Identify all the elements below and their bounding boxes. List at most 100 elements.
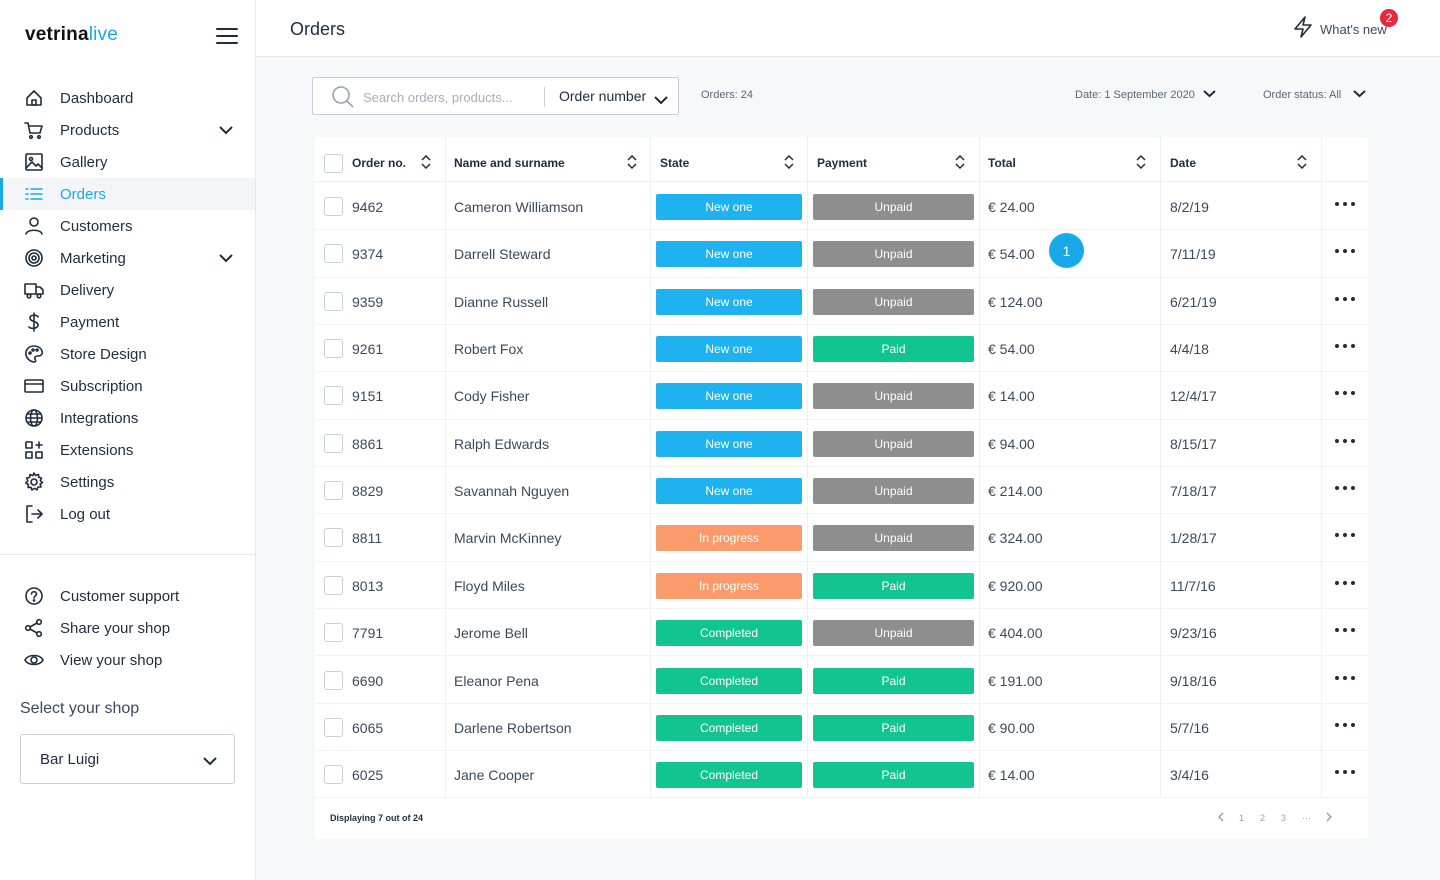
sort-icon[interactable] bbox=[955, 154, 965, 170]
sidebar-item-gallery[interactable]: Gallery bbox=[0, 146, 255, 178]
sidebar-item-subscription[interactable]: Subscription bbox=[0, 370, 255, 402]
shop-select[interactable]: Bar Luigi bbox=[20, 734, 235, 784]
table-row[interactable]: 8811 Marvin McKinney € 324.00 1/28/17 In pro… bbox=[315, 514, 1368, 562]
sidebar-item-store-design[interactable]: Store Design bbox=[0, 338, 255, 370]
order-total: € 404.00 bbox=[988, 625, 1043, 642]
row-checkbox[interactable] bbox=[324, 765, 343, 785]
sidebar-item-delivery[interactable]: Delivery bbox=[0, 274, 255, 306]
column-header-order-no[interactable]: Order no. bbox=[352, 156, 407, 170]
sidebar-item-extensions[interactable]: Extensions bbox=[0, 434, 255, 466]
row-checkbox[interactable] bbox=[324, 623, 343, 643]
column-divider bbox=[650, 137, 651, 798]
sidebar-item-settings[interactable]: Settings bbox=[0, 466, 255, 498]
table-row[interactable]: 6690 Eleanor Pena € 191.00 9/18/16 Completed… bbox=[315, 657, 1368, 704]
table-row[interactable]: 8013 Floyd Miles € 920.00 11/7/16 In progres… bbox=[315, 562, 1368, 610]
sidebar-item-customer-support[interactable]: Customer support bbox=[0, 580, 255, 612]
sidebar-item-share-your-shop[interactable]: Share your shop bbox=[0, 612, 255, 644]
table-row[interactable]: 9151 Cody Fisher € 14.00 12/4/17 New one Unpa… bbox=[315, 372, 1368, 420]
column-header-payment[interactable]: Payment bbox=[817, 156, 868, 170]
table-row[interactable]: 8861 Ralph Edwards € 94.00 8/15/17 New one Un… bbox=[315, 420, 1368, 468]
sidebar-item-products[interactable]: Products bbox=[0, 114, 255, 146]
sidebar-item-marketing[interactable]: Marketing bbox=[0, 242, 255, 274]
row-checkbox[interactable] bbox=[324, 528, 343, 548]
chevron-down-icon[interactable] bbox=[218, 123, 234, 137]
orders-count: Orders: 24 bbox=[701, 89, 753, 101]
row-checkbox[interactable] bbox=[324, 670, 343, 690]
more-options-icon[interactable] bbox=[1335, 624, 1355, 636]
column-header-state[interactable]: State bbox=[660, 156, 690, 170]
order-number: 9374 bbox=[352, 246, 384, 263]
more-options-icon[interactable] bbox=[1335, 719, 1355, 731]
order-total: € 124.00 bbox=[988, 293, 1043, 310]
page-2-link[interactable]: 2 bbox=[1260, 813, 1266, 823]
status-filter-label: Order status: All bbox=[1263, 89, 1342, 101]
home-icon bbox=[24, 88, 44, 108]
table-row[interactable]: 7791 Jerome Bell € 404.00 9/23/16 Completed U… bbox=[315, 609, 1368, 657]
chevron-down-icon[interactable] bbox=[654, 92, 668, 110]
chevron-down-icon[interactable] bbox=[218, 251, 234, 265]
date-filter-label: Date: 1 September 2020 bbox=[1075, 89, 1195, 101]
row-checkbox[interactable] bbox=[324, 481, 343, 501]
row-checkbox[interactable] bbox=[324, 339, 343, 359]
row-checkbox[interactable] bbox=[324, 433, 343, 453]
sidebar-item-orders[interactable]: Orders bbox=[0, 178, 255, 210]
sort-icon[interactable] bbox=[1297, 154, 1307, 170]
sidebar-item-payment[interactable]: Payment bbox=[0, 306, 255, 338]
more-options-icon[interactable] bbox=[1335, 387, 1355, 399]
table-row[interactable]: 9359 Dianne Russell € 124.00 6/21/19 New one… bbox=[315, 278, 1368, 325]
more-options-icon[interactable] bbox=[1335, 198, 1355, 210]
sort-icon[interactable] bbox=[627, 154, 637, 170]
more-options-icon[interactable] bbox=[1335, 482, 1355, 494]
more-options-icon[interactable] bbox=[1335, 577, 1355, 589]
more-options-icon[interactable] bbox=[1335, 766, 1355, 778]
row-checkbox[interactable] bbox=[324, 244, 343, 264]
table-row[interactable]: 9462 Cameron Williamson € 24.00 8/2/19 New o… bbox=[315, 183, 1368, 231]
row-checkbox[interactable] bbox=[324, 575, 343, 595]
more-options-icon[interactable] bbox=[1335, 293, 1355, 305]
more-options-icon[interactable] bbox=[1335, 435, 1355, 447]
more-options-icon[interactable] bbox=[1335, 245, 1355, 257]
sort-icon[interactable] bbox=[1136, 154, 1146, 170]
more-options-icon[interactable] bbox=[1335, 529, 1355, 541]
row-checkbox[interactable] bbox=[324, 386, 343, 406]
sidebar-item-integrations[interactable]: Integrations bbox=[0, 402, 255, 434]
date-filter-dropdown[interactable]: Date: 1 September 2020 bbox=[1075, 89, 1216, 101]
sort-icon[interactable] bbox=[421, 154, 431, 170]
row-checkbox[interactable] bbox=[324, 197, 343, 216]
top-header: Orders What's new 2 bbox=[256, 0, 1440, 57]
chevron-right-icon[interactable] bbox=[1319, 809, 1339, 827]
table-row[interactable]: 8829 Savannah Nguyen € 214.00 7/18/17 New on… bbox=[315, 467, 1368, 515]
sidebar-item-dashboard[interactable]: Dashboard bbox=[0, 82, 255, 114]
chevron-left-icon[interactable] bbox=[1211, 809, 1231, 827]
sidebar-item-label: Log out bbox=[60, 505, 111, 523]
more-options-icon[interactable] bbox=[1335, 340, 1355, 352]
table-row[interactable]: 6025 Jane Cooper € 14.00 3/4/16 Completed Pai… bbox=[315, 751, 1368, 799]
customer-name: Jerome Bell bbox=[454, 625, 528, 642]
page-3-link[interactable]: 3 bbox=[1281, 813, 1287, 823]
sort-icon[interactable] bbox=[784, 154, 794, 170]
table-row[interactable]: 6065 Darlene Robertson € 90.00 5/7/16 Comple… bbox=[315, 704, 1368, 752]
logo[interactable]: vetrinalive bbox=[25, 24, 119, 45]
column-header-date[interactable]: Date bbox=[1170, 156, 1197, 170]
search-field-select[interactable]: Order number bbox=[559, 88, 647, 104]
select-all-checkbox[interactable] bbox=[324, 154, 343, 173]
globe-icon bbox=[24, 408, 44, 428]
sidebar-item-label: Delivery bbox=[60, 281, 115, 299]
sidebar-item-log-out[interactable]: Log out bbox=[0, 498, 255, 530]
sidebar-item-customers[interactable]: Customers bbox=[0, 210, 255, 242]
column-header-name-and-surname[interactable]: Name and surname bbox=[454, 156, 565, 170]
row-checkbox[interactable] bbox=[324, 291, 343, 311]
page-4-link[interactable]: ··· bbox=[1302, 813, 1312, 823]
table-row[interactable]: 9374 Darrell Steward € 54.00 7/11/19 New one… bbox=[315, 230, 1368, 278]
more-options-icon[interactable] bbox=[1335, 672, 1355, 684]
table-row[interactable]: 9261 Robert Fox € 54.00 4/4/18 New one Paid bbox=[315, 325, 1368, 373]
order-status-filter-dropdown[interactable]: Order status: All bbox=[1263, 89, 1366, 101]
menu-toggle-icon[interactable] bbox=[216, 28, 238, 44]
row-checkbox[interactable] bbox=[324, 717, 343, 737]
sidebar-item-view-your-shop[interactable]: View your shop bbox=[0, 644, 255, 676]
payment-badge: Unpaid bbox=[813, 430, 974, 457]
page-1-link[interactable]: 1 bbox=[1239, 813, 1245, 823]
column-header-total[interactable]: Total bbox=[988, 156, 1016, 170]
search-input[interactable] bbox=[363, 87, 538, 107]
whats-new-button[interactable]: What's new bbox=[1292, 15, 1387, 42]
